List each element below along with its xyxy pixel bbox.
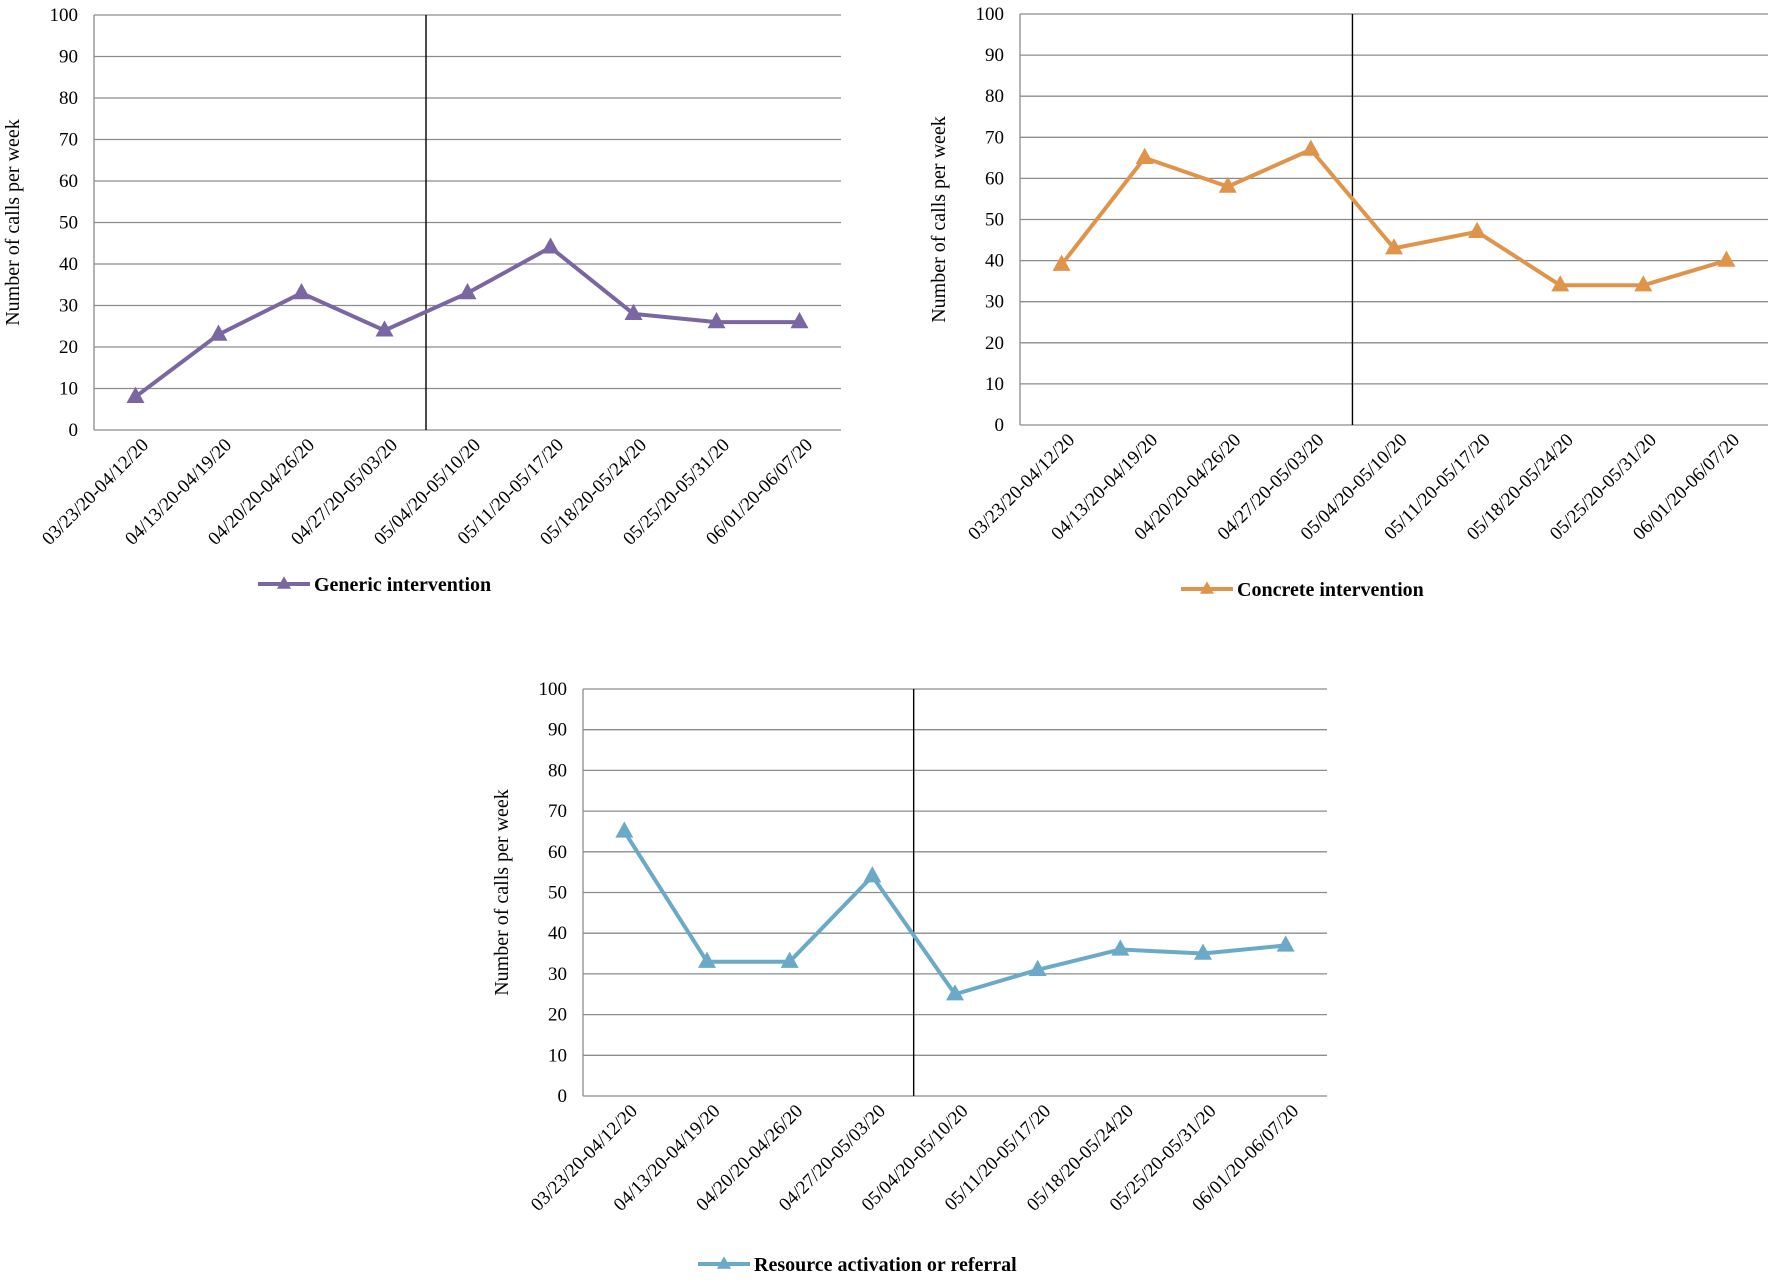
y-tick-label: 40 [59,254,78,275]
data-point-marker [1218,176,1237,193]
y-tick-label: 20 [985,333,1004,354]
y-tick-label: 90 [985,45,1004,66]
data-point-marker [126,386,145,403]
y-axis-label: Number of calls per week [2,119,24,326]
data-point-marker [1634,275,1653,292]
y-tick-label: 60 [59,171,78,192]
y-axis-label: Number of calls per week [928,116,950,323]
data-point-marker [863,866,882,883]
data-point-marker [1052,254,1071,271]
y-tick-label: 70 [548,801,567,822]
y-tick-label: 30 [985,292,1004,313]
y-tick-label: 90 [548,720,567,741]
data-point-marker [209,324,228,341]
legend-label: Resource activation or referral [754,1254,1017,1276]
y-tick-label: 70 [985,127,1004,148]
chart-resource-activation-or-referral: 010203040506070809010003/23/20-04/12/200… [491,679,1327,1276]
y-tick-label: 0 [558,1086,568,1107]
data-point-marker [946,984,964,1001]
legend-marker [277,576,291,589]
data-point-marker [790,312,809,329]
y-tick-label: 100 [50,5,79,26]
y-tick-label: 40 [985,251,1004,272]
y-tick-label: 100 [539,679,568,700]
y-tick-label: 100 [976,4,1005,25]
y-tick-label: 0 [995,415,1005,436]
data-point-marker [1028,959,1047,976]
y-axis-label: Number of calls per week [491,789,513,996]
y-tick-label: 50 [59,213,78,234]
series-line [622,830,1286,997]
data-point-marker [1111,939,1130,956]
y-tick-label: 80 [985,86,1004,107]
chart-concrete-intervention: 010203040506070809010003/23/20-04/12/200… [928,4,1768,601]
y-tick-label: 0 [69,420,79,441]
data-point-marker [624,303,643,320]
y-tick-label: 50 [548,883,567,904]
y-tick-label: 80 [59,88,78,109]
data-point-marker [1301,139,1320,156]
data-point-marker [1468,221,1487,238]
data-point-marker [375,320,394,337]
legend-marker [1200,581,1214,594]
data-point-marker [1385,238,1403,255]
y-tick-label: 10 [59,379,78,400]
y-tick-label: 20 [548,1005,567,1026]
data-point-marker [615,821,634,838]
legend-label: Concrete intervention [1237,579,1424,601]
data-point-marker [1551,275,1570,292]
data-point-marker [458,283,477,300]
legend-marker [717,1256,731,1269]
data-point-marker [1135,147,1154,165]
y-tick-label: 60 [548,842,567,863]
data-point-marker [707,312,726,329]
y-tick-label: 70 [59,130,78,151]
y-tick-label: 60 [985,168,1004,189]
y-tick-label: 10 [985,374,1004,395]
y-tick-label: 10 [548,1045,567,1066]
y-tick-label: 80 [548,760,567,781]
data-point-marker [1194,943,1212,960]
data-point-marker [1717,250,1736,267]
series-line [1059,147,1728,288]
y-tick-label: 40 [548,923,567,944]
legend-label: Generic intervention [314,574,491,596]
y-tick-label: 20 [59,337,78,358]
data-point-marker [1276,935,1295,952]
data-point-marker [541,237,560,254]
chart-generic-intervention: 010203040506070809010003/23/20-04/12/200… [2,5,841,596]
data-point-marker [698,951,716,968]
y-tick-label: 90 [59,47,78,68]
data-point-marker [780,951,799,968]
y-tick-label: 50 [985,210,1004,231]
data-point-marker [292,283,311,300]
y-tick-label: 30 [59,296,78,317]
series-line [134,245,800,399]
y-tick-label: 30 [548,964,567,985]
